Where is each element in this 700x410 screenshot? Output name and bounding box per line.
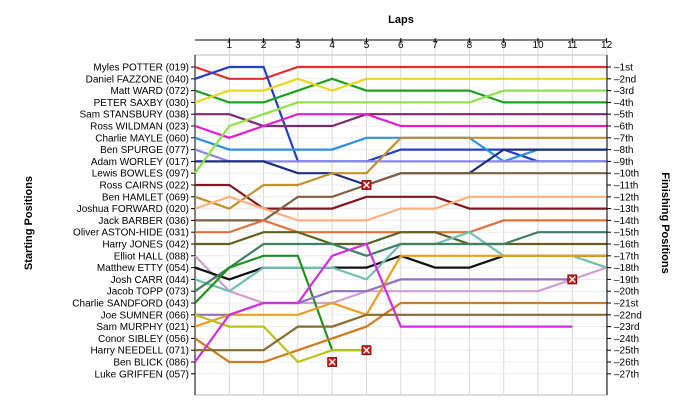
x-tick-label: 10 xyxy=(532,40,544,51)
series-line xyxy=(194,195,607,222)
finishing-position-label: –14th xyxy=(614,216,639,227)
starting-position-label: PETER SAXBY (030) xyxy=(94,98,189,109)
finishing-position-label: –21st xyxy=(614,299,639,310)
series-line xyxy=(194,136,607,210)
starting-position-label: Matthew ETTY (054) xyxy=(97,263,189,274)
starting-position-labels: Myles POTTER (019)Daniel FAZZONE (040)Ma… xyxy=(72,55,196,395)
starting-position-label: Charlie SANDFORD (043) xyxy=(72,299,189,310)
finishing-position-label: –20th xyxy=(614,287,639,298)
x-tick-label: 1 xyxy=(227,40,233,51)
starting-position-label: Charlie MAYLE (060) xyxy=(95,133,189,144)
x-tick-label: 2 xyxy=(261,40,267,51)
starting-position-label: Adam WORLEY (017) xyxy=(91,157,189,168)
retirement-marker-cross xyxy=(328,358,336,366)
x-tick-label: 8 xyxy=(467,40,473,51)
starting-position-label: Ben SPURGE (077) xyxy=(100,145,189,156)
starting-position-label: Joshua FORWARD (020) xyxy=(77,204,189,215)
retirement-marker-cross xyxy=(568,275,576,283)
retirement-marker-cross xyxy=(363,346,370,354)
x-tick-label: 7 xyxy=(432,40,438,51)
finishing-position-label: –23rd xyxy=(614,322,640,333)
y-axis-right-label: Finishing Positions xyxy=(659,172,671,273)
starting-position-label: Joe SUMNER (066) xyxy=(101,310,189,321)
starting-position-label: Myles POTTER (019) xyxy=(93,63,189,74)
finishing-position-label: –4th xyxy=(614,98,633,109)
retirement-markers xyxy=(327,180,578,367)
series-line xyxy=(194,65,607,80)
x-tick-label: 3 xyxy=(295,40,301,51)
x-tick-label: 12 xyxy=(601,40,613,51)
y-axis-left-label: Starting Positions xyxy=(23,176,35,270)
finishing-position-label: –26th xyxy=(614,358,639,369)
x-tick-label: 9 xyxy=(501,40,507,51)
starting-position-label: Ben BLICK (086) xyxy=(113,358,189,369)
series-line xyxy=(194,77,607,104)
finishing-position-label: –6th xyxy=(614,122,633,133)
finishing-position-label: –10th xyxy=(614,169,639,180)
series-line xyxy=(194,89,607,174)
x-axis-ticks: 1 2 3 4 5 6 7 8 9 10 11 12 xyxy=(195,38,613,51)
finishing-position-label: –2nd xyxy=(614,74,636,85)
starting-position-label: Oliver ASTON-HIDE (031) xyxy=(73,228,189,239)
finishing-position-label: –7th xyxy=(614,133,633,144)
finishing-position-label: –17th xyxy=(614,251,639,262)
series-line xyxy=(195,313,607,352)
finishing-position-labels: –1st–2nd–3rd–4th–5th–6th–7th–8th–9th–10t… xyxy=(606,55,642,395)
finishing-position-label: –15th xyxy=(614,228,639,239)
finishing-position-label: –16th xyxy=(614,240,639,251)
finishing-position-label: –25th xyxy=(614,346,639,357)
starting-position-label: Matt WARD (072) xyxy=(110,86,189,97)
x-tick-label: 6 xyxy=(398,40,404,51)
finishing-position-label: –11th xyxy=(614,181,638,192)
x-tick-label: 4 xyxy=(329,40,335,51)
starting-position-label: Josh CARR (044) xyxy=(111,275,189,286)
starting-position-label: Daniel FAZZONE (040) xyxy=(86,74,189,85)
finishing-position-label: –13th xyxy=(614,204,639,215)
starting-position-label: Conor SIBLEY (056) xyxy=(98,334,189,345)
series-line xyxy=(195,231,607,246)
starting-position-label: Sam STANSBURY (038) xyxy=(80,110,189,121)
series-line xyxy=(194,113,607,139)
finishing-position-label: –22nd xyxy=(614,310,642,321)
series-line xyxy=(194,254,607,328)
retirement-marker-cross xyxy=(363,181,370,189)
x-tick-label: 5 xyxy=(364,40,370,51)
x-axis-label: Laps xyxy=(388,14,414,26)
starting-position-label: Elliot HALL (088) xyxy=(114,251,189,262)
starting-position-label: Ross WILDMAN (023) xyxy=(90,122,189,133)
finishing-position-label: –19th xyxy=(614,275,639,286)
x-tick-label: 11 xyxy=(567,40,578,51)
starting-position-label: Ben HAMLET (069) xyxy=(102,192,189,203)
finishing-position-label: –27th xyxy=(614,369,639,380)
finishing-position-label: –3rd xyxy=(614,86,634,97)
starting-position-label: Luke GRIFFEN (057) xyxy=(95,369,189,380)
series-lines xyxy=(194,65,607,364)
series-line xyxy=(194,231,607,293)
starting-position-label: Harry NEEDELL (071) xyxy=(90,346,189,357)
starting-position-label: Ross CAIRNS (022) xyxy=(100,181,189,192)
finishing-position-label: –8th xyxy=(614,145,633,156)
finishing-position-label: –12th xyxy=(614,192,639,203)
finishing-position-label: –5th xyxy=(614,110,633,121)
finishing-position-label: –18th xyxy=(614,263,639,274)
series-line xyxy=(194,77,607,104)
series-line xyxy=(194,313,367,364)
finishing-position-label: –1st xyxy=(614,63,633,74)
series-line xyxy=(194,301,607,364)
finishing-position-label: –24th xyxy=(614,334,639,345)
finishing-position-label: –9th xyxy=(614,157,633,168)
starting-position-label: Jack BARBER (036) xyxy=(98,216,189,227)
series-line xyxy=(194,242,573,363)
starting-position-label: Sam MURPHY (021) xyxy=(96,322,189,333)
starting-position-label: Harry JONES (042) xyxy=(102,240,189,251)
starting-position-label: Jacob TOPP (073) xyxy=(107,287,189,298)
starting-position-label: Lewis BOWLES (097) xyxy=(92,169,189,180)
